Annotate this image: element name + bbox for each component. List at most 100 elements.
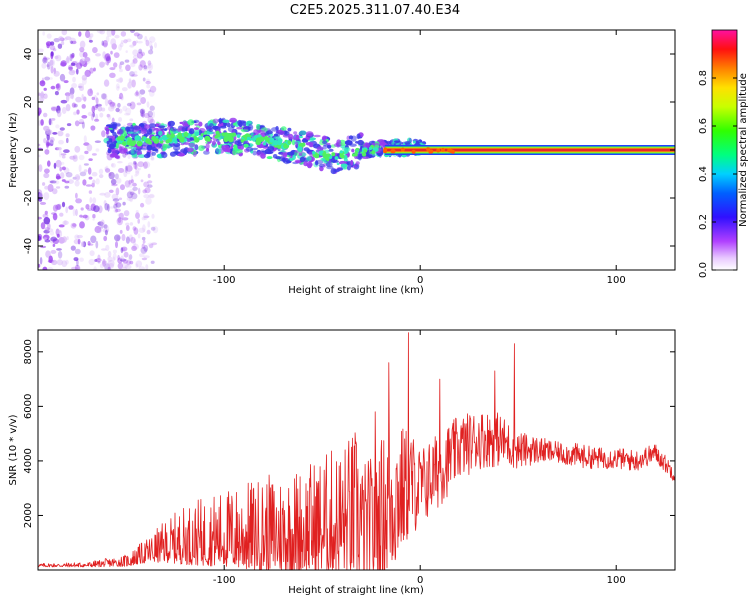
spectrogram-cell	[139, 253, 145, 258]
spectrogram-cell	[113, 52, 120, 58]
spectrogram-cell	[280, 126, 287, 131]
spectrogram-cell	[137, 167, 142, 171]
spectrogram-cell	[117, 86, 120, 89]
spectrogram-cell	[40, 222, 46, 230]
spectrogram-cell	[144, 124, 151, 129]
spectrogram-cell	[71, 102, 76, 108]
spectrogram-cell	[143, 112, 150, 119]
spectrogram-cell	[151, 151, 156, 156]
spectrogram-cell	[118, 108, 123, 114]
spectrogram-cell	[47, 160, 51, 167]
spectrogram-cell	[81, 74, 88, 81]
spectrogram-cell	[124, 264, 132, 270]
spectrogram-cell	[136, 51, 144, 59]
spectrogram-cell	[107, 99, 113, 105]
spectrogram-peak	[193, 135, 197, 140]
spectrogram-cell	[194, 144, 199, 151]
spectrogram-cell	[61, 107, 67, 114]
spectrogram-cell	[107, 148, 112, 154]
spectrogram-cell	[221, 145, 230, 150]
spectrogram-cell	[97, 105, 102, 112]
spectrogram-cell	[306, 156, 312, 162]
spectrogram-cell	[45, 41, 52, 47]
spectrogram-cell	[112, 249, 117, 254]
spectrogram-peak	[148, 140, 152, 145]
spectrogram-cell	[164, 128, 168, 131]
y-tick-label: 0	[23, 147, 34, 153]
spectrogram-cell	[43, 57, 51, 60]
spectrogram-cell	[95, 97, 99, 105]
spectrogram-cell	[70, 40, 73, 44]
spectrogram-cell	[79, 51, 86, 58]
spectrogram-cell	[147, 221, 151, 228]
spectrogram-cell	[58, 224, 65, 228]
spectrogram-cell	[53, 70, 60, 77]
spectrogram-cell	[408, 137, 412, 144]
spectrogram-cell	[129, 44, 135, 48]
spectrogram-peak	[287, 140, 292, 145]
spectrogram-cell	[61, 30, 68, 36]
spectrogram-peak	[371, 150, 376, 155]
spectrogram-cell	[92, 47, 98, 54]
spectrogram-cell	[113, 62, 118, 68]
spectrogram-peak	[354, 150, 358, 155]
spectrogram-cell	[215, 147, 222, 154]
spectrogram-cell	[66, 123, 72, 127]
spectrogram-cell	[104, 263, 111, 270]
spectrogram-cell	[84, 69, 91, 77]
spectrogram-cell	[61, 166, 66, 171]
spectrogram-cell	[149, 90, 155, 97]
spectrogram-cell	[112, 198, 120, 202]
spectrogram-cell	[74, 180, 80, 187]
spectrogram-cell	[284, 151, 288, 156]
spectrogram-cell	[62, 220, 69, 226]
spectrogram-cell	[104, 192, 111, 198]
x-tick-label: -100	[213, 575, 236, 586]
spectrogram-cell	[38, 107, 42, 115]
spectrogram-peak	[331, 152, 336, 157]
spectrogram-cell	[111, 102, 117, 109]
spectrogram-cell	[265, 132, 270, 136]
spectrogram-cell	[350, 159, 354, 166]
spectrogram-cell	[275, 125, 279, 131]
spectrogram-cell	[47, 266, 54, 270]
spectrogram-cell	[105, 55, 112, 64]
spectrogram-cell	[74, 234, 80, 240]
spectrogram-cell	[355, 161, 360, 166]
spectrogram-cell	[129, 101, 136, 110]
spectrogram-cell	[135, 40, 138, 44]
spectrogram-cell	[151, 242, 158, 246]
spectrogram-peak	[120, 135, 124, 140]
spectrogram-cell	[73, 111, 77, 116]
spectrogram-cell	[57, 43, 63, 49]
spectrogram-cell	[117, 213, 121, 217]
spectrogram-cell	[212, 125, 219, 130]
spectrogram-cell	[147, 115, 154, 124]
spectrogram-cell	[44, 239, 51, 243]
spectrogram-peak	[361, 152, 367, 157]
spectrogram-cell	[94, 225, 102, 234]
y-tick-label: 8000	[23, 339, 34, 364]
spectrogram-cell	[54, 55, 59, 60]
spectrogram-cell	[111, 117, 115, 124]
spectrogram-cell	[137, 161, 145, 168]
spectrogram-cell	[128, 254, 133, 260]
spectrogram-cell	[39, 257, 43, 265]
spectrogram-cell	[56, 110, 62, 118]
spectrogram-cell	[87, 243, 94, 246]
spectrogram-cell	[122, 105, 128, 112]
spectrogram-cell	[42, 57, 48, 64]
spectrogram-cell	[59, 127, 65, 131]
spectrogram-cell	[233, 122, 237, 126]
spectrogram-cell	[147, 70, 152, 74]
spectrogram-cell	[148, 123, 157, 129]
spectrogram-cell	[134, 91, 140, 97]
spectrogram-cell	[73, 257, 79, 262]
spectrogram-cell	[111, 43, 117, 50]
spectrogram-cell	[140, 113, 145, 117]
spectrogram-cell	[108, 171, 115, 180]
spectrogram-cell	[71, 266, 78, 270]
spectrogram-cell	[55, 175, 62, 180]
spectrogram-cell	[150, 260, 155, 264]
spectrogram-cell	[121, 247, 126, 252]
